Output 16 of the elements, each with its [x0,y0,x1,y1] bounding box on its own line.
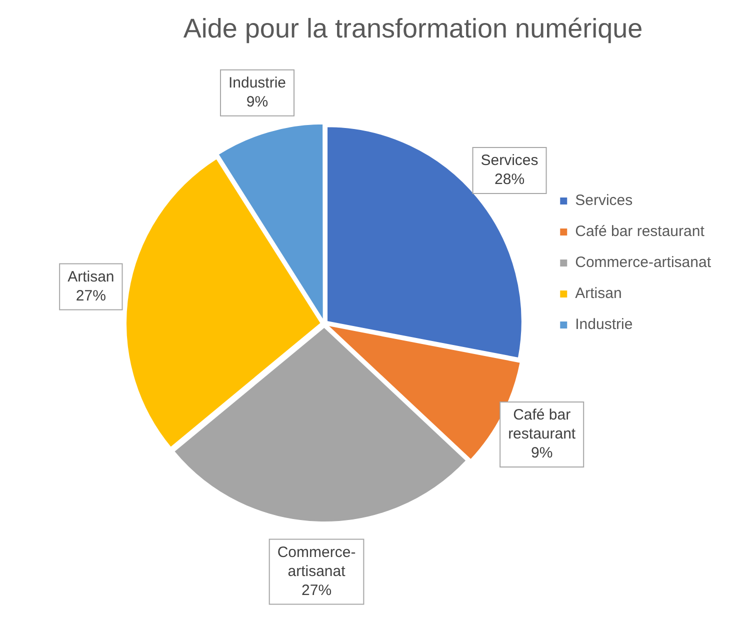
slice-label: Commerce-artisanat [277,544,356,580]
legend-label: Commerce-artisanat [575,254,712,272]
slice-label: Café bar restaurant [508,406,576,443]
data-label: 27% [302,582,332,599]
data-label: 9% [530,444,553,462]
legend-label: Industrie [575,316,633,334]
data-label: 27% [76,287,106,304]
slice-label: Artisan [68,268,114,286]
data-label: 28% [494,171,525,188]
legend-label: Artisan [575,285,622,302]
legend-label: Services [575,192,633,210]
chart-title: Aide pour la transformation numérique [183,14,643,44]
slice-label: Industrie [228,74,286,92]
legend-label: Café bar restaurant [575,223,706,240]
slice-label: Services [480,152,538,170]
data-label: 9% [246,94,268,111]
